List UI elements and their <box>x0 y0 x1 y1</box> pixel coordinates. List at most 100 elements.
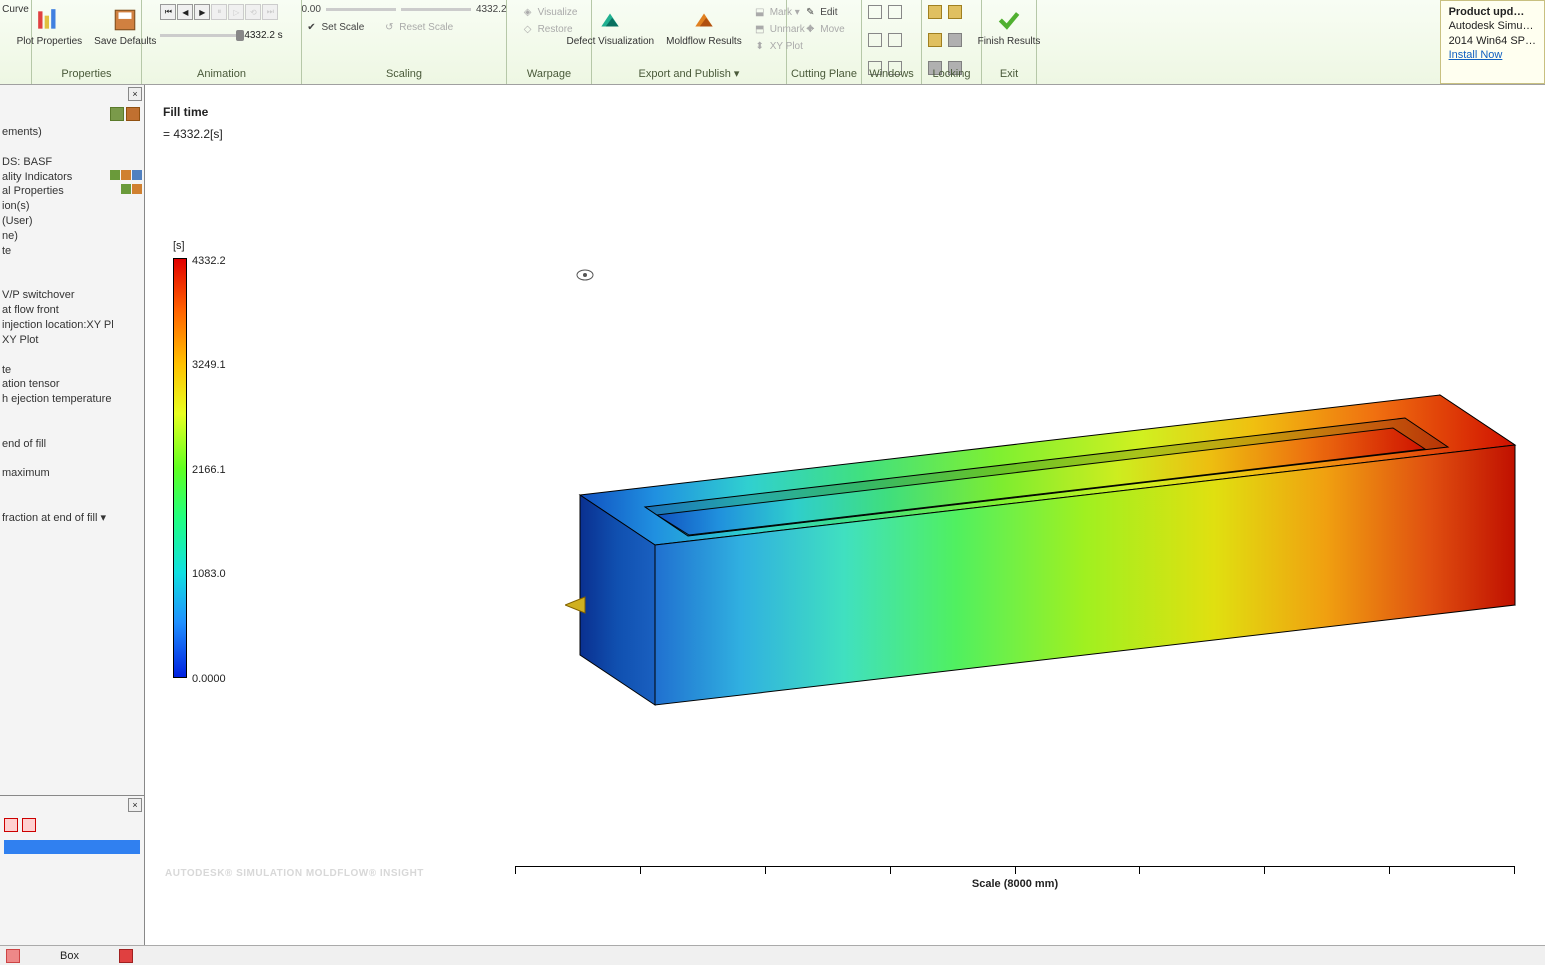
status-item-name: Box <box>60 950 79 962</box>
tree-item[interactable] <box>2 348 142 363</box>
defect-viz-button[interactable]: Defect Visualization <box>562 4 658 49</box>
pane-close-button[interactable]: × <box>128 87 142 101</box>
restore-icon: ◇ <box>521 22 535 36</box>
window-layout-4-icon[interactable] <box>888 33 902 47</box>
lock-1-icon[interactable] <box>928 5 942 19</box>
tree-item[interactable] <box>2 273 142 288</box>
cutting-edit-button[interactable]: ✎Edit <box>800 4 847 20</box>
windows-group-title: Windows <box>862 66 921 82</box>
anim-fast-button[interactable]: ⏭ <box>262 4 278 20</box>
cutting-group-title: Cutting Plane <box>787 66 861 82</box>
lock-2-icon[interactable] <box>948 5 962 19</box>
animation-slider-row: 4332.2 s <box>160 30 282 41</box>
update-title: Product upd… <box>1449 6 1525 18</box>
set-scale-button[interactable]: ✔Set Scale <box>301 19 367 35</box>
save-defaults-icon <box>111 6 139 34</box>
plot-props-icon <box>35 6 63 34</box>
anim-play-button[interactable]: ▶ <box>194 4 210 20</box>
anim-rewind-button[interactable]: ⏮ <box>160 4 176 20</box>
moldflow-icon <box>690 6 718 34</box>
scale-slider-min[interactable] <box>326 8 396 11</box>
tree-item[interactable]: h ejection temperature <box>2 392 142 407</box>
move-label: Move <box>820 24 844 35</box>
update-line1: Autodesk Simu… <box>1449 20 1534 32</box>
plot-properties-button[interactable]: Plot Properties <box>13 4 87 49</box>
tree-item[interactable]: ion(s) <box>2 199 142 214</box>
ribbon-group-export: Defect Visualization Moldflow Results ⬓M… <box>592 0 787 84</box>
defect-label: Defect Visualization <box>566 36 654 47</box>
tree-item[interactable]: injection location:XY Pl <box>2 318 142 333</box>
tree-item[interactable] <box>2 407 142 422</box>
bottom-selected-item[interactable] <box>4 840 140 854</box>
anim-pause-button[interactable]: ⏸ <box>211 4 227 20</box>
defect-icon <box>596 6 624 34</box>
lock-3-icon[interactable] <box>928 33 942 47</box>
tree-item[interactable]: maximum <box>2 466 142 481</box>
status-tab-icon[interactable] <box>119 949 133 963</box>
lock-4-icon[interactable] <box>948 33 962 47</box>
mini-toolbar <box>0 103 144 125</box>
tree-item[interactable]: at flow front <box>2 303 142 318</box>
legend-unit: [s] <box>173 240 187 252</box>
ribbon-group-windows: Windows <box>862 0 922 84</box>
install-now-link[interactable]: Install Now <box>1449 49 1503 61</box>
ribbon-group-animation: ⏮ ◀ ▶ ⏸ ▷ ⟲ ⏭ 4332.2 s Animation <box>142 0 302 84</box>
anim-step-back-button[interactable]: ◀ <box>177 4 193 20</box>
tree-item[interactable] <box>2 259 142 274</box>
tree-item[interactable]: fraction at end of fill ▾ <box>2 511 142 526</box>
anim-loop-button[interactable]: ⟲ <box>245 4 261 20</box>
scale-ruler: Scale (8000 mm) <box>515 866 1515 890</box>
model-3d-render <box>565 315 1535 745</box>
tree-item[interactable] <box>2 481 142 496</box>
scale-slider-max[interactable] <box>401 8 471 11</box>
moldflow-results-button[interactable]: Moldflow Results <box>662 4 746 49</box>
bottom-panel: × <box>0 795 144 945</box>
tree-item[interactable]: end of fill <box>2 437 142 452</box>
mini-icon-1[interactable] <box>110 107 124 121</box>
tree-item[interactable]: DS: BASF <box>2 155 142 170</box>
locking-group-title: Locking <box>922 66 981 82</box>
bottom-icon-1[interactable] <box>4 818 18 832</box>
result-title: Fill time <box>163 105 208 119</box>
checkmark-icon <box>995 6 1023 34</box>
tree-item[interactable]: te <box>2 363 142 378</box>
tree-item[interactable]: al Properties <box>2 184 142 199</box>
left-pane: × ements) DS: BASFality Indicatorsal Pro… <box>0 85 145 945</box>
cutting-move-button[interactable]: ✥Move <box>800 21 847 37</box>
finish-results-button[interactable]: Finish Results <box>974 4 1045 49</box>
unmark-icon: ⬒ <box>753 22 767 36</box>
status-icon[interactable] <box>6 949 20 963</box>
scale-max: 4332.2 <box>476 4 507 15</box>
results-tree[interactable]: ements) DS: BASFality Indicatorsal Prope… <box>0 125 144 795</box>
mini-icon-2[interactable] <box>126 107 140 121</box>
scale-label: Scale (8000 mm) <box>515 878 1515 890</box>
visualize-icon: ◈ <box>521 5 535 19</box>
window-layout-1-icon[interactable] <box>868 5 882 19</box>
viewport-3d[interactable]: Fill time = 4332.2[s] [s] 4332.23249.121… <box>145 85 1545 945</box>
reset-scale-button[interactable]: ↺Reset Scale <box>379 19 456 35</box>
animation-slider[interactable] <box>160 34 240 37</box>
tree-item[interactable]: (User) <box>2 214 142 229</box>
tree-item[interactable]: V/P switchover <box>2 288 142 303</box>
tree-item[interactable] <box>2 452 142 467</box>
ribbon-group-cutting: ✎Edit ✥Move Cutting Plane <box>787 0 862 84</box>
animation-controls: ⏮ ◀ ▶ ⏸ ▷ ⟲ ⏭ <box>160 4 278 20</box>
tree-item[interactable] <box>2 496 142 511</box>
tree-item[interactable]: ality Indicators <box>2 170 142 185</box>
window-layout-3-icon[interactable] <box>868 33 882 47</box>
tree-item[interactable]: ne) <box>2 229 142 244</box>
anim-step-fwd-button[interactable]: ▷ <box>228 4 244 20</box>
tree-item[interactable] <box>2 140 142 155</box>
edit-icon: ✎ <box>803 5 817 19</box>
window-layout-2-icon[interactable] <box>888 5 902 19</box>
bottom-close-button[interactable]: × <box>128 798 142 812</box>
tree-item[interactable]: ation tensor <box>2 377 142 392</box>
tree-item[interactable] <box>2 422 142 437</box>
bottom-icon-2[interactable] <box>22 818 36 832</box>
tree-item[interactable]: te <box>2 244 142 259</box>
exit-group-title: Exit <box>982 66 1036 82</box>
legend-tick: 2166.1 <box>192 464 226 476</box>
tree-item[interactable]: ements) <box>2 125 142 140</box>
legend-tick: 1083.0 <box>192 568 226 580</box>
tree-item[interactable]: XY Plot <box>2 333 142 348</box>
